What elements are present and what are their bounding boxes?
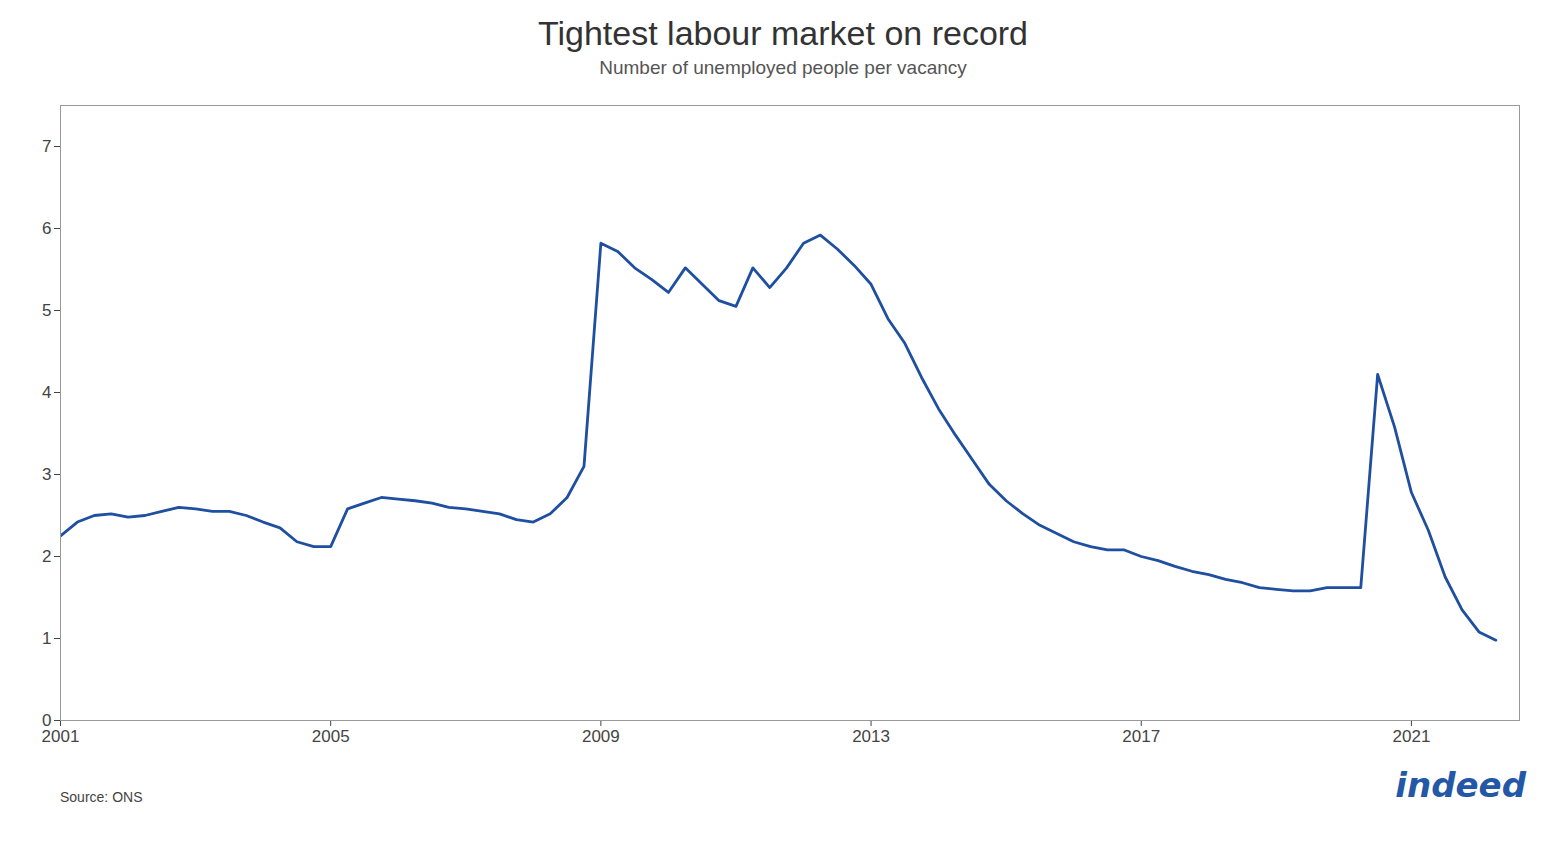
svg-text:2021: 2021 <box>1393 727 1431 746</box>
html-text:Number of unemployed people pe: Number of unemployed people per vacancy <box>599 57 967 78</box>
svg-text:2: 2 <box>42 547 51 566</box>
html-text:indeed: indeed <box>1395 765 1526 805</box>
svg-text:3: 3 <box>42 465 51 484</box>
svg-text:1: 1 <box>42 629 51 648</box>
svg-text:5: 5 <box>42 301 51 320</box>
svg-text:4: 4 <box>42 383 51 402</box>
svg-text:2017: 2017 <box>1122 727 1160 746</box>
svg-text:6: 6 <box>42 219 51 238</box>
svg-text:2005: 2005 <box>312 727 350 746</box>
html-text:Source: ONS: Source: ONS <box>60 789 143 805</box>
svg-text:2013: 2013 <box>852 727 890 746</box>
svg-text:2001: 2001 <box>42 727 80 746</box>
svg-text:0: 0 <box>42 710 52 730</box>
html-text:Tightest labour market on reco: Tightest labour market on record <box>538 14 1028 52</box>
svg-text:2009: 2009 <box>582 727 620 746</box>
svg-text:7: 7 <box>42 137 51 156</box>
